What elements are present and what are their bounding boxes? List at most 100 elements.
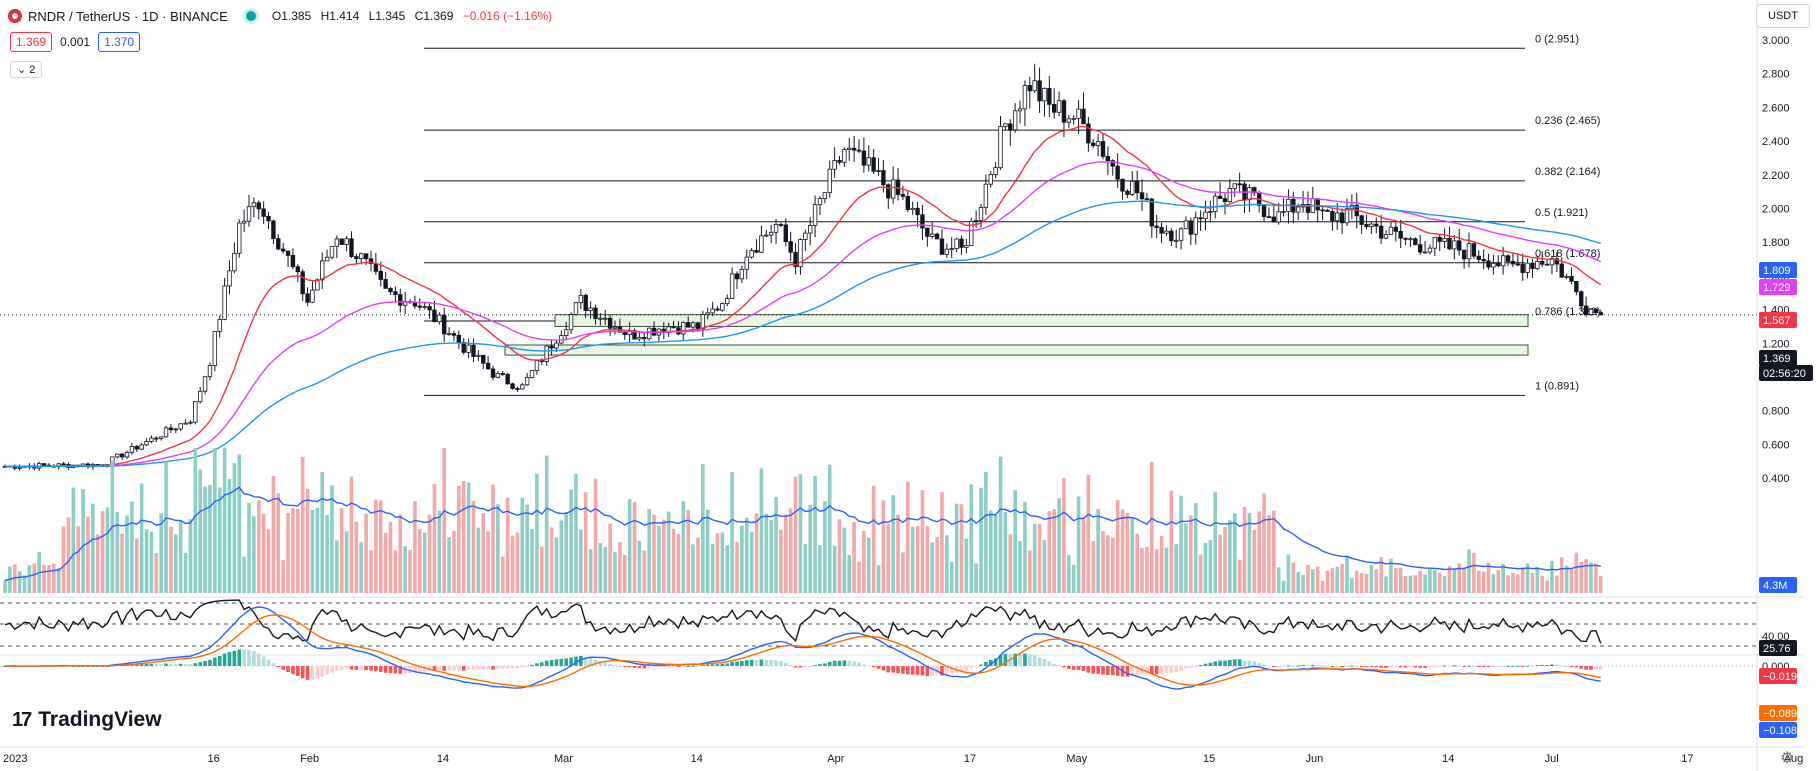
macd-histogram-bar: [1232, 659, 1237, 666]
volume-bar: [1218, 534, 1222, 593]
volume-bar: [320, 471, 324, 593]
volume-group: [3, 448, 1603, 593]
macd-histogram-bar: [1525, 665, 1530, 667]
macd-histogram-bar: [520, 666, 525, 668]
macd-histogram-bar: [217, 655, 222, 666]
candle-body: [1588, 308, 1594, 316]
candle-body: [1398, 230, 1403, 239]
price-badge: [1759, 279, 1797, 295]
symbol-title[interactable]: RNDR / TetherUS · 1D · BINANCE: [28, 8, 228, 24]
macd-histogram-bar: [618, 665, 622, 667]
candle-body: [1110, 160, 1115, 167]
volume-bar: [1555, 575, 1559, 593]
macd-histogram-bar: [481, 666, 486, 670]
volume-bar: [1232, 513, 1237, 593]
macd-histogram-bar: [1501, 666, 1505, 667]
candle-body: [158, 436, 164, 439]
fib-level-label: 0 (2.951): [1535, 33, 1579, 45]
macd-histogram-bar: [320, 666, 324, 677]
candle-body: [1569, 275, 1574, 282]
macd-histogram-bar: [1276, 666, 1281, 667]
macd-histogram-bar: [730, 661, 734, 666]
volume-bar: [984, 471, 988, 593]
volume-bar: [1179, 495, 1183, 593]
volume-bar: [1389, 558, 1393, 593]
macd-histogram-bar: [945, 666, 949, 676]
volume-bar: [1364, 573, 1369, 593]
volume-bar: [1286, 554, 1291, 593]
macd-histogram-bar: [1496, 666, 1501, 667]
candle-body: [622, 331, 627, 335]
market-status-icon[interactable]: [245, 11, 256, 21]
volume-bar: [1228, 520, 1232, 593]
macd-histogram-bar: [1179, 666, 1183, 671]
volume-bar: [447, 537, 451, 593]
volume-bar: [1081, 517, 1086, 593]
tradingview-logo[interactable]: 17 TradingView: [12, 708, 162, 732]
volume-bar: [56, 567, 61, 593]
macd-histogram-bar: [759, 659, 764, 666]
macd-histogram-bar: [1452, 665, 1457, 667]
candle-body: [798, 239, 803, 268]
candle-body: [388, 287, 393, 293]
volume-bar: [32, 563, 37, 593]
volume-bar: [530, 528, 534, 593]
candle-body: [193, 401, 198, 423]
macd-histogram-bar: [1003, 653, 1008, 666]
volume-bar: [608, 523, 612, 593]
volume-bar: [1491, 574, 1496, 593]
candle-body: [803, 232, 808, 240]
candle-body: [549, 345, 554, 349]
gear-icon[interactable]: ⚙: [1780, 750, 1795, 767]
candle-body: [925, 227, 930, 237]
volume-bar: [1115, 499, 1120, 593]
macd-histogram-bar: [1418, 666, 1422, 668]
volume-bar: [1506, 575, 1510, 593]
currency-selector[interactable]: USDT: [1756, 4, 1810, 28]
candle-body: [241, 220, 247, 224]
volume-bar: [657, 525, 661, 593]
buy-price-button[interactable]: 1.370: [98, 32, 141, 52]
volume-bar: [1306, 564, 1310, 593]
volume-bar: [1398, 568, 1403, 593]
macd-histogram-bar: [1545, 664, 1549, 666]
candle-body: [978, 206, 984, 221]
time-axis-label: Apr: [827, 753, 844, 765]
candle-body: [1174, 239, 1179, 242]
candle-body: [793, 251, 798, 268]
candle-body: [534, 360, 540, 371]
macd-histogram-bar: [837, 660, 842, 666]
sell-price-button[interactable]: 1.369: [10, 32, 53, 52]
candle-body: [344, 238, 349, 245]
volume-bar: [925, 526, 930, 593]
macd-histogram-bar: [803, 666, 808, 668]
candle-body: [1222, 198, 1228, 203]
indicators-toggle-button[interactable]: ⌄ 2: [10, 61, 43, 78]
volume-bar: [915, 525, 920, 593]
volume-bar: [1594, 563, 1598, 593]
volume-bar: [1110, 537, 1115, 593]
volume-bar: [1193, 502, 1198, 593]
volume-bar: [784, 514, 788, 593]
candle-body: [876, 170, 881, 172]
candle-body: [871, 157, 876, 172]
volume-bar: [188, 519, 193, 593]
macd-histogram-bar: [993, 658, 998, 666]
volume-bar: [827, 464, 832, 593]
candle-body: [1540, 261, 1545, 265]
macd-histogram-bar: [808, 666, 812, 667]
macd-histogram-bar: [266, 659, 271, 666]
volume-bar: [1569, 569, 1574, 593]
volume-bar: [1267, 514, 1271, 593]
macd-histogram-bar: [725, 663, 730, 666]
candle-body: [173, 428, 178, 431]
macd-histogram-bar: [964, 666, 969, 671]
candle-body: [1247, 187, 1252, 200]
volume-bar: [339, 508, 344, 593]
price-badge: [1759, 722, 1797, 738]
macd-histogram-bar: [1081, 666, 1086, 671]
candle-body: [851, 147, 857, 151]
macd-histogram-bar: [998, 655, 1003, 666]
candle-body: [754, 250, 759, 253]
